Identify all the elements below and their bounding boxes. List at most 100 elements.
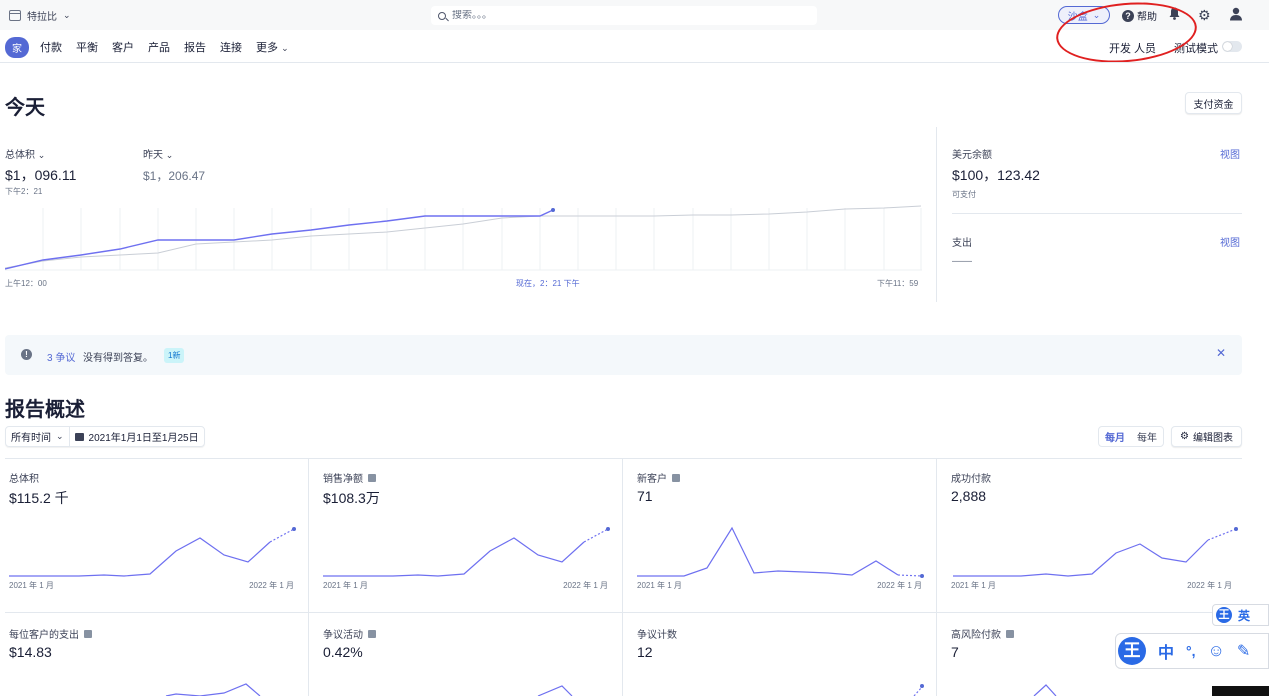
interval-yearly[interactable]: 每年 [1137, 433, 1157, 444]
report-card-gross-volume[interactable]: 总体积 $115.2 千 2021 年 1 月 2022 年 1 月 [4, 458, 308, 612]
nav-payments[interactable]: 付款 [40, 42, 62, 54]
gear-icon: ⚙ [1180, 431, 1189, 442]
payout-button[interactable]: 支付资金 [1185, 92, 1242, 114]
card-value: 12 [637, 644, 653, 660]
card-value: 0.42% [323, 644, 363, 660]
ime-punctuation[interactable]: °, [1186, 643, 1196, 659]
card-title: 成功付款 [951, 474, 991, 485]
ime-mini-bar[interactable]: 王 英 [1212, 604, 1269, 626]
axis-start: 2021 年 1 月 [323, 581, 368, 590]
chevron-down-icon: ⌄ [56, 431, 64, 441]
card-title: 争议计数 [637, 630, 677, 641]
range-select[interactable]: 所有时间 ⌄ [6, 427, 69, 446]
date-filter: 所有时间 ⌄ 2021年1月1日至1月25日 [5, 426, 205, 447]
test-mode-label: 测试模式 [1174, 43, 1218, 55]
today-axis-now: 现在，2：21 下午 [516, 279, 580, 288]
chevron-down-icon: ⌄ [281, 43, 289, 53]
disputes-alert: ! 3 争议 没有得到答复。 1新 ✕ [5, 335, 1242, 375]
card-sparkline [913, 684, 924, 696]
usd-balance-view-link[interactable]: 视图 [1220, 150, 1240, 161]
help-button[interactable]: ? 帮助 [1122, 8, 1157, 23]
ime-language[interactable]: 英 [1238, 608, 1251, 623]
card-value: $14.83 [9, 644, 52, 660]
ime-toolbar[interactable]: 王 中 °, ☺ ✎ [1115, 633, 1269, 669]
sandbox-label: 沙盒 [1067, 11, 1088, 23]
today-chart-grid [5, 208, 922, 271]
report-card-high-risk-payments[interactable]: 高风险付款 7 [946, 614, 1246, 696]
card-value: $108.3万 [323, 490, 380, 506]
report-card-new-customers[interactable]: 新客户 71 2021 年 1 月 2022 年 1 月 [632, 458, 936, 612]
user-icon[interactable] [1229, 7, 1243, 21]
info-icon [368, 473, 376, 482]
gross-volume-selector[interactable]: 总体积 ⌄ [5, 146, 45, 161]
alert-text: 没有得到答复。 [83, 353, 153, 364]
help-icon: ? [1122, 9, 1134, 22]
ime-pen-icon[interactable]: ✎ [1236, 643, 1251, 660]
card-title: 每位客户的支出 [9, 630, 79, 641]
chevron-down-icon: ⌄ [165, 150, 174, 160]
date-range-picker[interactable]: 2021年1月1日至1月25日 [68, 427, 204, 446]
nav-products[interactable]: 产品 [148, 42, 170, 54]
report-card-dispute-count[interactable]: 争议计数 12 [632, 614, 936, 696]
axis-start: 2021 年 1 月 [9, 581, 54, 590]
today-now-point [551, 208, 555, 212]
search-bar[interactable] [431, 6, 817, 25]
new-badge: 1新 [164, 348, 185, 363]
bell-icon[interactable] [1169, 7, 1180, 20]
axis-end: 2022 年 1 月 [1187, 581, 1232, 590]
gross-volume-time: 下午2：21 [5, 187, 43, 196]
ime-logo-icon: 王 [1118, 637, 1146, 665]
usd-balance-label: 美元余额 [952, 150, 992, 161]
compare-selector[interactable]: 昨天 ⌄ [143, 146, 173, 161]
today-line [5, 209, 554, 270]
report-card-successful-payments[interactable]: 成功付款 2,888 2021 年 1 月 2022 年 1 月 [946, 458, 1246, 612]
nav-balances[interactable]: 平衡 [76, 42, 98, 54]
payouts-view-link[interactable]: 视图 [1220, 238, 1240, 249]
taskbar-corner [1212, 686, 1269, 696]
calendar-icon [74, 432, 84, 441]
card-title: 销售净额 [323, 474, 363, 485]
nav-more-label: 更多 [256, 42, 278, 54]
store-icon [9, 10, 21, 21]
today-axis-start: 上午12：00 [5, 279, 47, 288]
ime-chinese-mode[interactable]: 中 [1158, 645, 1175, 662]
card-title: 争议活动 [323, 630, 363, 641]
nav-connect[interactable]: 连接 [220, 42, 242, 54]
search-input[interactable] [452, 10, 792, 21]
card-value: 7 [951, 644, 959, 660]
top-bar: 特拉比 ⌄ 沙盒 ⌄ ? 帮助 ⚙ [0, 0, 1269, 30]
interval-monthly[interactable]: 每月 [1105, 433, 1125, 444]
payouts-value: —— [952, 256, 972, 267]
nav-home[interactable]: 家 [5, 36, 29, 58]
gear-icon[interactable]: ⚙ [1198, 7, 1211, 23]
balance-divider [952, 213, 1242, 214]
nav-reports[interactable]: 报告 [184, 42, 206, 54]
report-card-spend-per-customer[interactable]: 每位客户的支出 $14.83 [4, 614, 308, 696]
main-nav: 家 付款 平衡 客户 产品 报告 连接 更多 ⌄ [0, 36, 303, 58]
info-icon [672, 473, 680, 482]
close-icon[interactable]: ✕ [1216, 346, 1227, 360]
nav-customers[interactable]: 客户 [112, 42, 134, 54]
chevron-down-icon: ⌄ [63, 10, 71, 20]
axis-start: 2021 年 1 月 [637, 581, 682, 590]
disputes-link[interactable]: 3 争议 [47, 353, 76, 364]
yesterday-line [5, 205, 922, 269]
developers-link[interactable]: 开发 人员 [1109, 43, 1157, 55]
nav-more[interactable]: 更多 ⌄ [256, 39, 289, 55]
account-switcher[interactable]: 特拉比 ⌄ [9, 8, 71, 23]
test-mode-toggle[interactable] [1222, 41, 1242, 52]
card-sparkline [537, 685, 573, 696]
alert-icon: ! [21, 349, 32, 360]
card-sparkline [9, 527, 296, 577]
report-card-dispute-activity[interactable]: 争议活动 0.42% [318, 614, 622, 696]
sandbox-switcher[interactable]: 沙盒 ⌄ [1058, 6, 1110, 24]
card-value: 2,888 [951, 488, 987, 504]
gross-volume-value: $1，096.11 [5, 167, 77, 183]
date-range-label: 2021年1月1日至1月25日 [88, 433, 199, 444]
report-card-net-sales[interactable]: 销售净额 $108.3万 2021 年 1 月 2022 年 1 月 [318, 458, 622, 612]
card-sparkline [1033, 684, 1057, 696]
card-value: $115.2 千 [9, 490, 69, 506]
card-divider [936, 458, 937, 696]
ime-emoji-icon[interactable]: ☺ [1207, 641, 1225, 660]
edit-charts-button[interactable]: ⚙ 编辑图表 [1171, 426, 1242, 447]
